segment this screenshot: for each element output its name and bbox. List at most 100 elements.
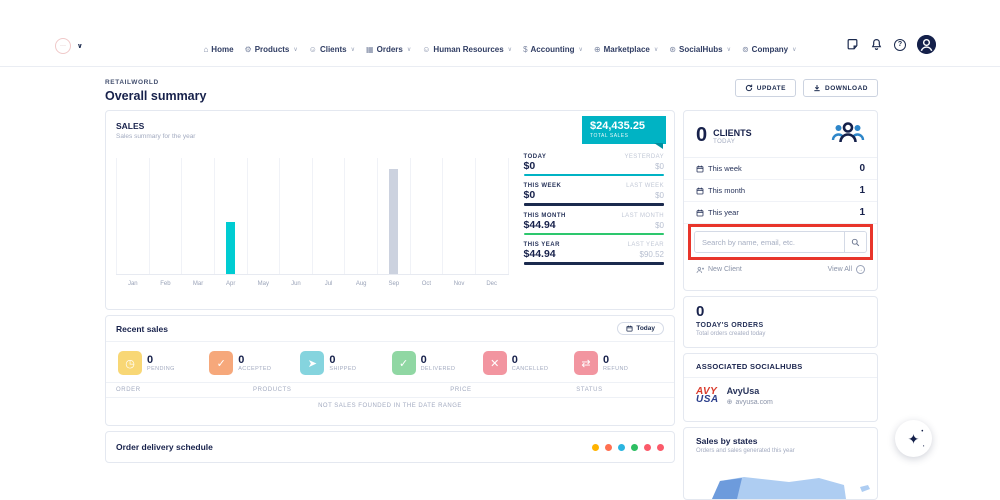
nav-item-human-resources[interactable]: ☺ Human Resources ∨: [422, 45, 512, 54]
sales-by-states-subtitle: Orders and sales generated this year: [696, 448, 795, 454]
chart-slot-sep: Sep: [377, 158, 410, 287]
dollar-icon: $: [523, 44, 528, 54]
client-search-input[interactable]: [695, 232, 844, 252]
nav-item-accounting[interactable]: $ Accounting ∨: [523, 45, 583, 54]
search-icon: [851, 238, 860, 246]
chevron-down-icon: ∨: [578, 47, 583, 53]
nav-item-products[interactable]: ⚙ Products ∨: [245, 45, 298, 54]
chart-month-label: May: [257, 281, 269, 287]
client-search-wrap: [688, 224, 873, 260]
nav-item-home[interactable]: ⌂ Home: [203, 45, 233, 54]
breadcrumb: RETAILWORLD: [105, 79, 159, 86]
clients-label: CLIENTS: [713, 127, 752, 138]
sales-card-title: SALES: [116, 121, 145, 131]
calendar-icon: [696, 187, 704, 194]
client-period-value: 1: [859, 207, 865, 218]
chart-month-label: Oct: [421, 281, 432, 287]
table-column-header: PRODUCTS: [253, 387, 292, 393]
view-all-label: View All: [827, 266, 852, 273]
chart-slot-jul: Jul: [311, 158, 345, 287]
status-tile-refund: ⇄ 0 REFUND: [573, 351, 662, 375]
update-button[interactable]: UPDATE: [734, 79, 796, 97]
status-count: 0: [420, 353, 427, 366]
calendar-icon: [626, 325, 633, 332]
socialhubs-title: ASSOCIATED SOCIALHUBS: [684, 354, 877, 378]
stat-label: THIS MONTH: [523, 213, 566, 219]
sales-card-subtitle: Sales summary for the year: [116, 133, 196, 140]
globe-icon: ⊛: [669, 44, 676, 54]
chart-slot-may: May: [246, 158, 280, 287]
client-period-value: 1: [859, 185, 865, 196]
stat-compare-label: LAST MONTH: [621, 213, 664, 219]
bell-icon[interactable]: [870, 38, 883, 51]
delivery-status-dots: [592, 443, 664, 451]
download-label: DOWNLOAD: [825, 84, 868, 92]
today-filter-label: Today: [636, 325, 655, 332]
chart-bar-sep: [389, 169, 399, 274]
order-delivery-title: Order delivery schedule: [116, 442, 213, 452]
stat-compare-value: $0: [655, 162, 664, 171]
status-label: DELIVERED: [420, 366, 456, 373]
update-label: UPDATE: [756, 84, 786, 92]
stat-underline: [523, 203, 664, 206]
client-period-row: This month 1: [684, 180, 877, 202]
download-button[interactable]: DOWNLOAD: [803, 79, 878, 97]
chart-slot-dec: Dec: [474, 158, 509, 287]
new-client-button[interactable]: New Client: [696, 266, 742, 274]
globe-icon: ⊕: [593, 44, 601, 54]
stat-compare-value: $90.52: [639, 250, 664, 259]
clients-sublabel: TODAY: [713, 138, 736, 145]
recent-sales-title: Recent sales: [116, 323, 168, 334]
search-button[interactable]: [844, 232, 866, 252]
cross-icon: ✕: [482, 351, 507, 375]
view-all-link[interactable]: View All →: [828, 265, 865, 274]
socialhub-item[interactable]: AVY USA AvyUsa ⊕ avyusa.com: [684, 378, 877, 414]
nav-item-socialhubs[interactable]: ⊛ SocialHubs ∨: [669, 45, 731, 54]
notes-icon[interactable]: [846, 38, 859, 51]
nav-item-clients[interactable]: ☺ Clients ∨: [309, 45, 355, 54]
nav-item-orders[interactable]: ▦ Orders ∨: [366, 45, 411, 54]
workspace-selector[interactable]: ··· ∨: [55, 38, 83, 54]
status-tile-shipped: ➤ 0 SHIPPED: [300, 351, 388, 375]
status-tile-delivered: ✓ 0 DELIVERED: [391, 351, 480, 375]
client-period-label: This month: [696, 186, 745, 195]
nav-label-home: Home: [211, 45, 234, 54]
avatar[interactable]: [917, 35, 936, 54]
socialhub-domain: avyusa.com: [735, 398, 773, 406]
table-column-header: ORDER: [116, 387, 141, 393]
status-label: CANCELLED: [511, 366, 549, 373]
client-period-row: This week 0: [684, 158, 877, 180]
assistant-fab[interactable]: ✦: [895, 420, 932, 457]
status-label: SHIPPED: [329, 366, 357, 373]
brand-logo: ···: [55, 38, 71, 54]
new-client-label: New Client: [708, 266, 742, 273]
sales-stats: TODAY YESTERDAY $0 $0 THIS WEEK LAST WEEK $0 $0…: [523, 154, 664, 275]
sparkle-icon: ✦: [908, 429, 924, 448]
nav-item-marketplace[interactable]: ⊕ Marketplace ∨: [594, 45, 658, 54]
chart-slot-aug: Aug: [344, 158, 377, 287]
nav-item-company[interactable]: ⊚ Company ∨: [742, 45, 797, 54]
status-tile-cancelled: ✕ 0 CANCELLED: [482, 351, 571, 375]
topbar: ··· ∨ ⌂ Home ⚙ Products ∨ ☺ Clients ∨ ▦ Orders ∨ ☺ H…: [0, 0, 1000, 67]
user-plus-icon: [696, 266, 704, 273]
today-filter-button[interactable]: Today: [617, 322, 664, 335]
stat-label: THIS WEEK: [523, 183, 562, 189]
chart-slot-apr: Apr: [213, 158, 247, 287]
chart-month-label: Aug: [355, 281, 367, 287]
todays-orders-sublabel: Total orders created today: [696, 331, 766, 337]
nav-label-clients: Clients: [319, 45, 347, 54]
client-period-label: This year: [696, 208, 739, 217]
monitor-icon: ⌂: [203, 44, 209, 54]
chevron-down-icon: ∨: [77, 43, 83, 50]
client-period-label: This week: [696, 164, 742, 173]
stat-compare-label: YESTERDAY: [624, 154, 664, 160]
help-icon[interactable]: ?: [894, 38, 906, 51]
chart-slot-jun: Jun: [279, 158, 312, 287]
nav-label-orders: Orders: [376, 45, 403, 54]
todays-orders-label: TODAY'S ORDERS: [696, 322, 764, 329]
sales-stat-row: THIS WEEK LAST WEEK $0 $0: [523, 183, 664, 206]
client-period-value: 0: [859, 163, 865, 174]
status-dot: [644, 443, 651, 451]
recent-sales-card: Recent sales Today ◷ 0 PENDING ✓ 0 ACCEPTED ➤ 0…: [105, 315, 675, 426]
status-count: 0: [602, 353, 610, 366]
